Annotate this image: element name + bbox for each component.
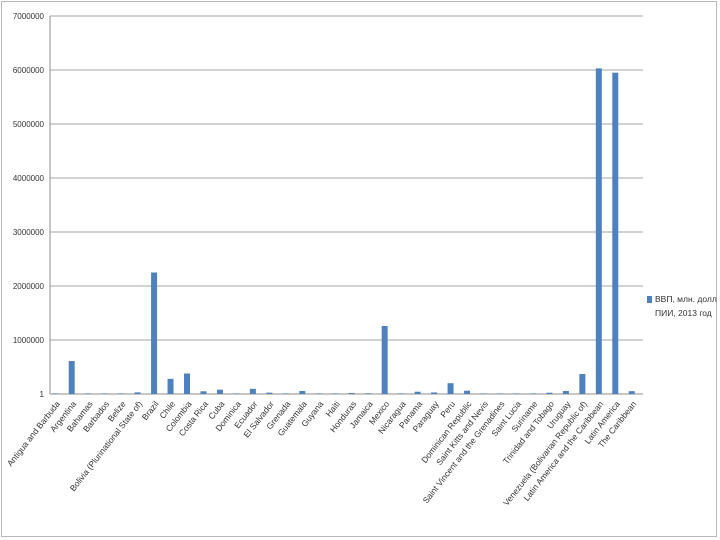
category-label: Antigua and Barbuda xyxy=(5,399,62,468)
y-tick-label: 5000000 xyxy=(13,120,45,129)
category-labels: Antigua and BarbudaArgentinaBahamasBarba… xyxy=(5,398,639,507)
bar xyxy=(513,393,520,394)
bar xyxy=(216,389,223,394)
bar xyxy=(332,393,339,394)
bar xyxy=(200,391,207,394)
bar xyxy=(464,390,471,394)
category-label: Brazil xyxy=(140,399,161,422)
bar xyxy=(233,393,240,394)
y-tick-label: 7000000 xyxy=(13,12,45,21)
bar xyxy=(431,392,438,394)
bar xyxy=(266,392,273,394)
legend-swatch xyxy=(647,296,652,303)
y-tick-label: 4000000 xyxy=(13,174,45,183)
bar xyxy=(447,383,454,394)
y-tick-labels: 1 1000000 2000000 3000000 4000000 5000000 6000… xyxy=(13,12,45,399)
bar xyxy=(118,393,125,394)
legend-swatch xyxy=(647,310,652,317)
bar xyxy=(282,393,289,394)
bar xyxy=(398,393,405,394)
legend-label: ВВП, млн. долл xyxy=(655,294,717,304)
bar xyxy=(529,393,536,394)
bar xyxy=(85,393,92,394)
y-tick-label: 1000000 xyxy=(13,336,45,345)
bar xyxy=(562,390,569,394)
bar xyxy=(151,272,158,394)
gridlines xyxy=(50,15,643,341)
bar xyxy=(315,393,322,394)
bars xyxy=(52,68,635,394)
bar xyxy=(381,325,388,394)
bar xyxy=(134,392,141,394)
bar xyxy=(101,393,108,394)
bar xyxy=(68,361,75,394)
legend: ВВП, млн. долл ПИИ, 2013 год xyxy=(647,294,717,318)
y-tick-label: 1 xyxy=(40,390,45,399)
bar xyxy=(184,373,191,394)
axes xyxy=(49,16,643,395)
bar xyxy=(299,391,306,394)
bar xyxy=(249,388,256,394)
bar xyxy=(496,393,503,394)
bar xyxy=(480,393,487,394)
bar xyxy=(628,391,635,394)
y-tick-label: 6000000 xyxy=(13,66,45,75)
bar xyxy=(52,393,59,394)
bar xyxy=(612,72,619,394)
bar xyxy=(348,392,355,394)
y-tick-label: 2000000 xyxy=(13,282,45,291)
bar xyxy=(414,391,421,394)
legend-label: ПИИ, 2013 год xyxy=(655,308,712,318)
bar xyxy=(546,392,553,394)
bar xyxy=(167,378,174,394)
bar xyxy=(579,374,586,394)
bar xyxy=(595,68,602,394)
bar xyxy=(365,393,372,394)
y-tick-label: 3000000 xyxy=(13,228,45,237)
